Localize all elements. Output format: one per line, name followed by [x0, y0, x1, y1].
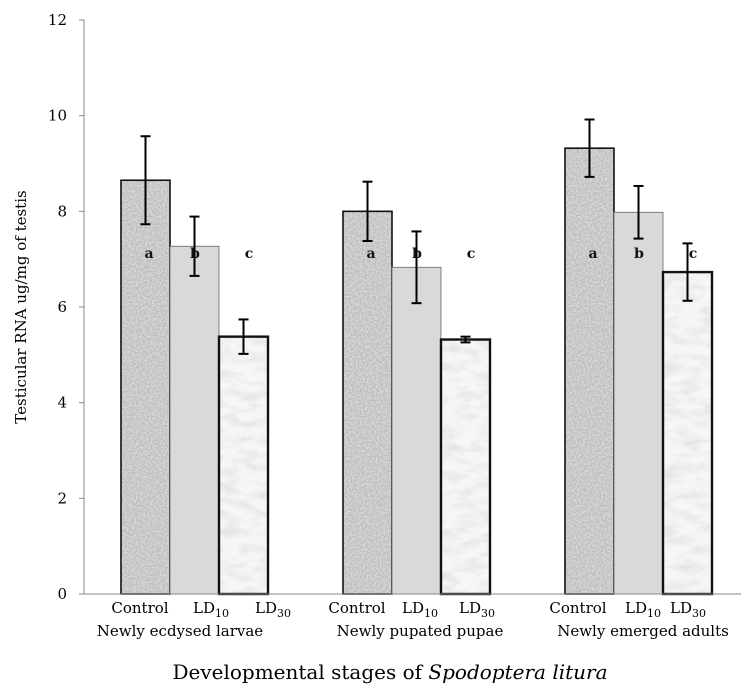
- significance-letter: a: [588, 246, 597, 262]
- x-axis-title-prefix: Developmental stages of: [172, 660, 428, 684]
- labels-layer: 0 2 4 6 8 10 12 a Control b LD10 c LD30 Newly ecdysed…: [48, 11, 729, 640]
- category-label: LD10: [193, 599, 229, 620]
- group-label: Newly ecdysed larvae: [97, 622, 264, 640]
- x-axis-title: Developmental stages of Spodoptera litur…: [172, 660, 607, 684]
- bar: [565, 148, 614, 594]
- y-axis-label: Testicular RNA ug/mg of testis: [12, 190, 30, 423]
- y-tick-label: 10: [48, 107, 67, 125]
- significance-letter: c: [689, 246, 698, 262]
- y-tick-label: 8: [57, 202, 67, 220]
- significance-letter: a: [366, 246, 375, 262]
- category-label: LD30: [459, 599, 495, 620]
- significance-letter: b: [412, 246, 422, 262]
- bar: [170, 246, 219, 595]
- bar: [343, 211, 392, 595]
- bar: [614, 212, 663, 595]
- bar: [219, 336, 268, 594]
- x-axis-title-species: Spodoptera litura: [428, 660, 607, 684]
- category-label: LD30: [670, 599, 706, 620]
- significance-letter: c: [467, 246, 476, 262]
- bar: [392, 267, 441, 594]
- significance-letter: c: [245, 246, 254, 262]
- category-label: Control: [111, 599, 168, 617]
- significance-letter: b: [634, 246, 644, 262]
- category-label: LD10: [625, 599, 661, 620]
- category-label: Control: [549, 599, 606, 617]
- category-label: LD10: [402, 599, 438, 620]
- y-tick-label: 12: [48, 11, 67, 29]
- bars-layer: [120, 147, 714, 596]
- bar: [663, 272, 712, 594]
- significance-letter: a: [144, 246, 153, 262]
- category-label: Control: [328, 599, 385, 617]
- y-tick-label: 2: [57, 489, 67, 507]
- significance-letter: b: [190, 246, 200, 262]
- group-label: Newly emerged adults: [557, 622, 729, 640]
- y-tick-label: 6: [57, 298, 67, 316]
- error-bars-layer: [140, 118, 693, 355]
- bar: [121, 180, 170, 594]
- y-tick-label: 4: [57, 394, 67, 412]
- category-label: LD30: [255, 599, 291, 620]
- y-tick-label: 0: [57, 585, 67, 603]
- group-label: Newly pupated pupae: [337, 622, 504, 640]
- bar: [441, 339, 490, 594]
